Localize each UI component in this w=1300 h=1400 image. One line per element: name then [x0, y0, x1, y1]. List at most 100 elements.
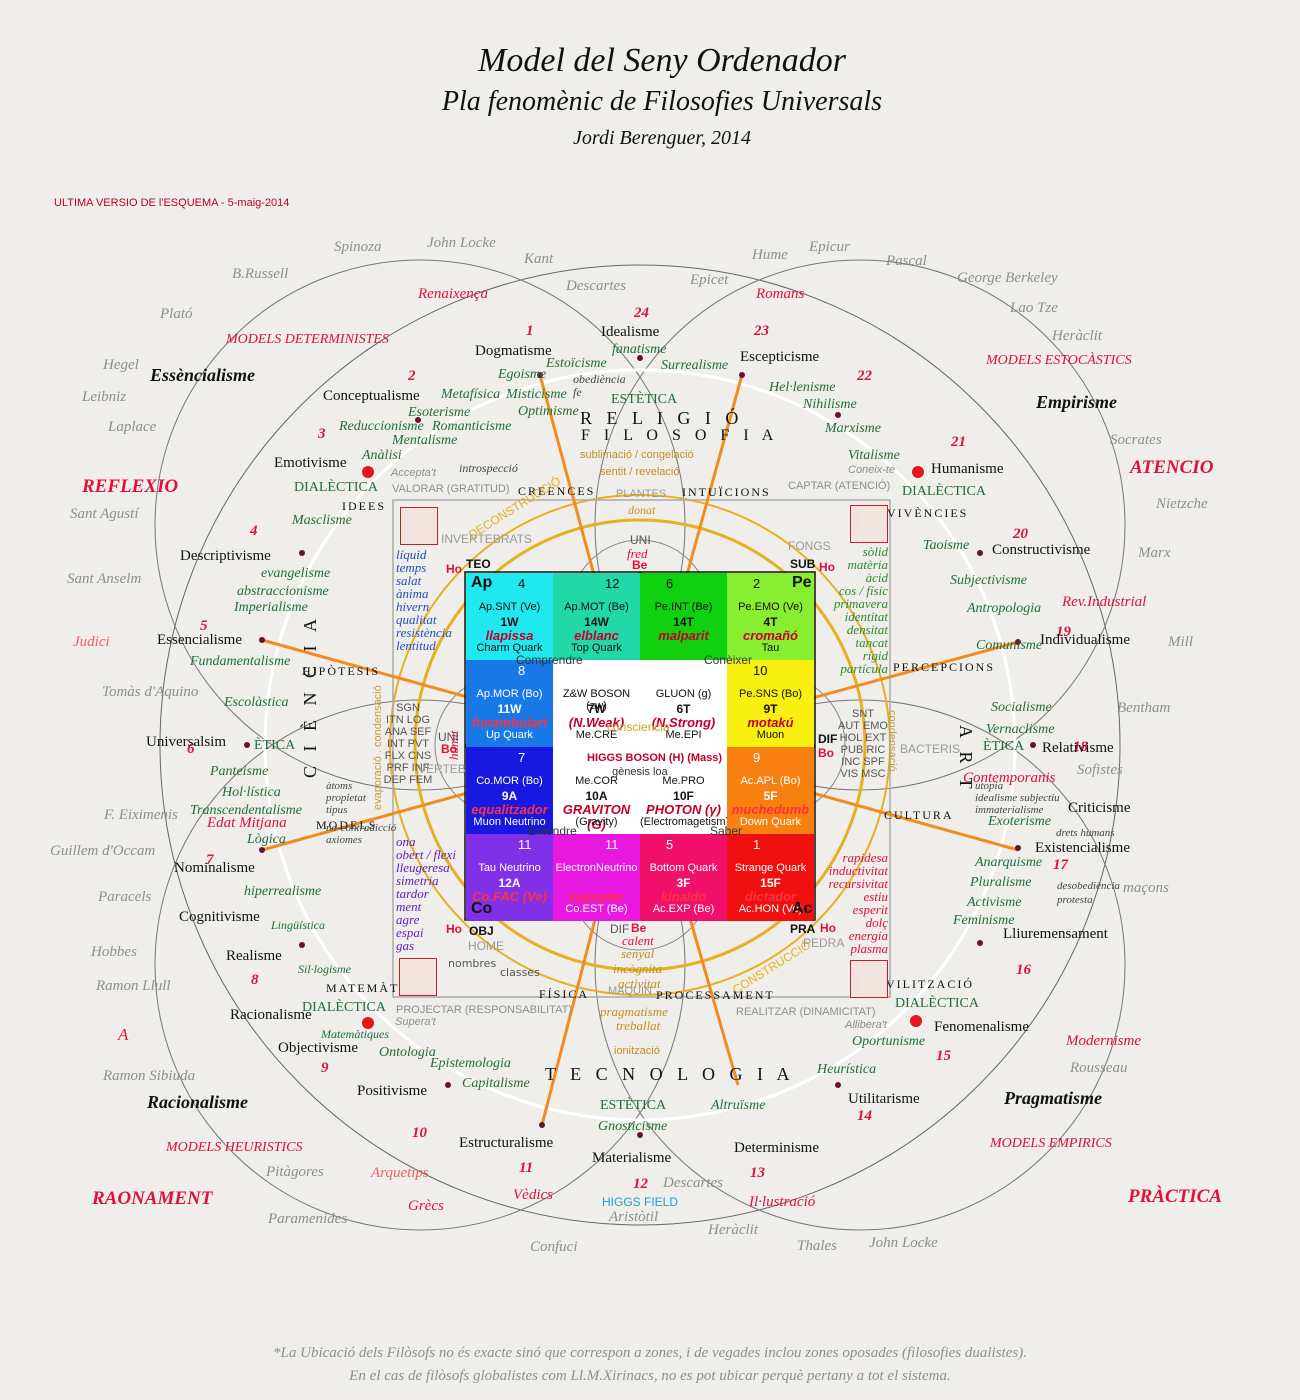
corner-letter-co: Co — [471, 900, 493, 917]
top-fred: fred — [627, 546, 648, 561]
position-number: 10 — [412, 1125, 427, 1141]
bottom-note: ionització — [614, 1045, 660, 1057]
term: Vitalisme — [848, 448, 900, 463]
term: hiperrealisme — [244, 884, 322, 899]
footnote-1: *La Ubicació dels Filòsofs no és exacte … — [273, 1345, 1027, 1361]
top-be: Be — [632, 558, 648, 572]
bottom-dif: DIF — [610, 922, 630, 936]
cell-c: elblanc — [574, 628, 619, 643]
label-religio: R E L I G I Ó — [580, 408, 744, 428]
fongs-label: FONGS — [788, 539, 831, 553]
period-label: Vèdics — [513, 1187, 553, 1203]
term: fanatisme — [612, 342, 667, 357]
cell-c: motakú — [747, 715, 794, 730]
term: Pluralisme — [970, 875, 1032, 890]
element-cell: 11 ElectronNeutrino xupopter Co.EST (Be) — [553, 834, 640, 921]
position-number: 9 — [321, 1060, 329, 1076]
philosophy-name: Lliuremensament — [1003, 926, 1108, 942]
right-bo: Bo — [818, 746, 834, 760]
school-pragmatisme: Pragmatisme — [1004, 1088, 1102, 1108]
left-properties: líquid temps salat ànima hivern qualitat resi… — [396, 547, 452, 653]
cell-b: 4T — [763, 615, 778, 629]
label-idees: IDEES — [342, 499, 386, 513]
school-empirisme: Empirisme — [1036, 392, 1118, 412]
philosopher: Sant Anselm — [67, 571, 142, 587]
bottom-note: treballat — [616, 1018, 661, 1033]
cell-n: 2 — [753, 576, 761, 591]
philosophy-name: Universalsim — [146, 734, 226, 750]
bottom-note: MAQUIN — [608, 985, 652, 997]
cell-n: 5 — [666, 837, 674, 852]
right-properties-2: rapidesa inductivitat recursivitat estiu es… — [828, 850, 888, 956]
cell-c: cromañó — [743, 628, 798, 643]
protesta-note: protesta — [1057, 894, 1093, 906]
philosopher: Epicur — [809, 239, 850, 255]
position-number: 24 — [634, 305, 649, 321]
philosophy-name: Essencialisme — [157, 632, 242, 648]
term: ESTÈTICA — [600, 1098, 667, 1113]
quadrant-atencio: ATENCIO — [1130, 457, 1214, 478]
footnote-2: En el cas de filòsofs globalistes com Ll… — [349, 1368, 951, 1384]
philosopher: Hegel — [103, 357, 139, 373]
page-title: Model del Seny Ordenador — [478, 42, 846, 79]
cell-d: Down Quark — [739, 816, 802, 828]
center-word: gènesis loa — [612, 766, 668, 778]
philosophy-name: Cognitivisme — [179, 909, 260, 925]
spiral-icon — [399, 958, 437, 996]
position-number: 6 — [187, 741, 195, 757]
philosopher: Kant — [524, 251, 554, 267]
period-label: Romans — [756, 286, 805, 302]
philosopher: Heràclit — [1052, 328, 1102, 344]
bottom-note: activitat — [618, 976, 661, 991]
philosopher: Lao Tze — [1010, 300, 1058, 316]
cell-a: Pe.SNS (Bo) — [739, 688, 802, 700]
cell-a: Ap.MOR (Bo) — [476, 688, 543, 700]
philosophy-name: Humanisme — [931, 461, 1004, 477]
cell-d: Me.EPI — [665, 729, 702, 741]
philosophy-name: Estructuralisme — [459, 1135, 554, 1151]
cell-c: GRAVITON (G) — [562, 802, 631, 832]
corner-letter-ap: Ap — [471, 574, 493, 591]
higgs-boson-label: HIGGS BOSON (H) (Mass) — [587, 752, 723, 764]
corner-teo: TEO — [466, 557, 491, 571]
philosopher: Descartes — [566, 278, 626, 294]
period-label: A — [118, 1025, 129, 1044]
cell-a: Ap.SNT (Ve) — [478, 601, 541, 613]
cell-b: 6T — [676, 702, 691, 716]
cell-n: 8 — [518, 663, 526, 678]
inverts-label: INVERTEBRATS — [441, 532, 532, 546]
bottom-note: pragmatisme — [600, 1004, 668, 1019]
center-word: Saber — [710, 824, 743, 838]
label-cultura: CULTURA — [884, 808, 954, 822]
mandala-icon — [400, 507, 438, 545]
position-number: 22 — [857, 368, 872, 384]
cell-d: Co.EST (Be) — [565, 903, 628, 915]
period-label: Grècs — [408, 1198, 444, 1214]
term: abstraccionisme — [237, 584, 329, 599]
philosopher: George Berkeley — [957, 270, 1058, 286]
term: Sil·logisme — [298, 962, 351, 976]
models-heuristics: MODELS HEURISTICS — [166, 1140, 303, 1155]
label-civilitzacio: CIVILITZACIÓ — [870, 977, 974, 991]
term: DIALÈCTICA — [302, 1000, 386, 1015]
term: Reduccionisme — [339, 419, 424, 434]
term: Heurística — [817, 1062, 877, 1077]
element-cell: 6 Pe.INT (Be) 14T malparit — [640, 573, 727, 660]
term: Hol·lística — [222, 785, 281, 800]
label-creences: CREENCES — [518, 484, 596, 498]
philosopher: Pascal — [886, 253, 927, 269]
cell-b: 7W — [587, 702, 606, 716]
philosopher: Leibniz — [82, 389, 127, 405]
element-cell: 8 Ap.MOR (Bo) 11W funambulart Up Quark — [466, 660, 553, 747]
element-cell: 10 Pe.SNS (Bo) 9T motakú Muon — [727, 660, 814, 747]
left-uni: UNI — [438, 730, 459, 744]
element-cell: 11 Tau Neutrino 12A Co.FAC (Ve) — [466, 834, 553, 921]
center-word: Entendre — [528, 824, 577, 838]
cell-c: PHOTON (γ) — [646, 802, 721, 817]
position-number: 14 — [857, 1108, 872, 1124]
philosopher: Plató — [160, 306, 193, 322]
period-label: Arquetips — [371, 1165, 429, 1181]
label-captar: CAPTAR (ATENCIÓ) — [788, 480, 891, 492]
philosopher: Spinoza — [334, 239, 382, 255]
philosopher: John Locke — [427, 235, 496, 251]
